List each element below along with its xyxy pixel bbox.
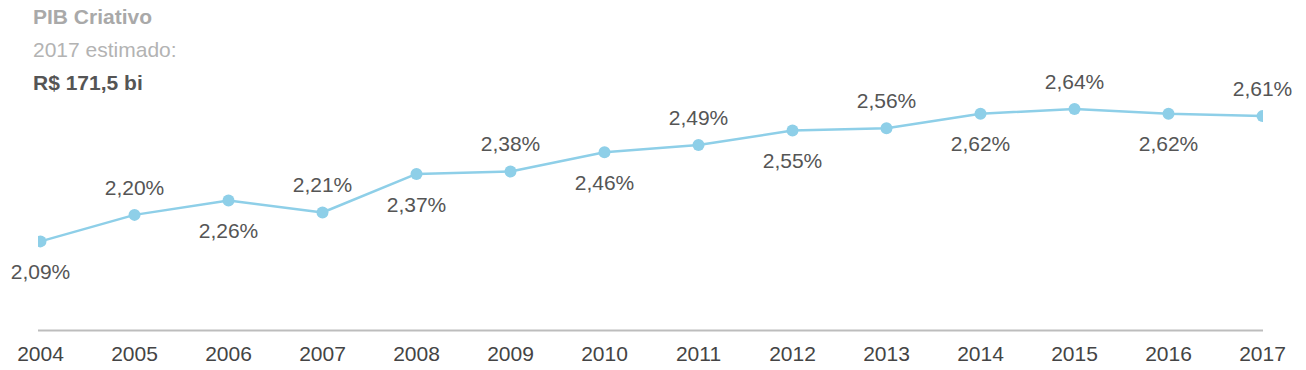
svg-text:2,62%: 2,62% <box>951 132 1011 155</box>
svg-text:2,26%: 2,26% <box>199 219 259 242</box>
svg-text:2,46%: 2,46% <box>575 171 635 194</box>
svg-text:2015: 2015 <box>1051 342 1098 365</box>
svg-text:2006: 2006 <box>205 342 252 365</box>
svg-text:2,09%: 2,09% <box>11 260 71 283</box>
svg-text:2007: 2007 <box>299 342 346 365</box>
html-text:PIB Criativo: PIB Criativo <box>33 5 152 28</box>
svg-text:2,55%: 2,55% <box>763 149 823 172</box>
svg-text:2008: 2008 <box>393 342 440 365</box>
svg-text:2,62%: 2,62% <box>1139 132 1199 155</box>
svg-text:2,21%: 2,21% <box>293 173 353 196</box>
html-text:2017 estimado:: 2017 estimado: <box>33 38 177 61</box>
svg-text:2012: 2012 <box>769 342 816 365</box>
svg-text:2010: 2010 <box>581 342 628 365</box>
html-text:R$ 171,5 bi: R$ 171,5 bi <box>33 71 143 94</box>
svg-text:2,38%: 2,38% <box>481 132 541 155</box>
svg-text:2011: 2011 <box>676 342 721 365</box>
svg-text:2,37%: 2,37% <box>387 193 447 216</box>
svg-text:2,64%: 2,64% <box>1045 70 1105 93</box>
svg-text:2017: 2017 <box>1239 342 1286 365</box>
svg-text:2,56%: 2,56% <box>857 89 917 112</box>
svg-text:2,20%: 2,20% <box>105 176 165 199</box>
svg-text:2014: 2014 <box>957 342 1004 365</box>
svg-text:2016: 2016 <box>1145 342 1192 365</box>
svg-text:2,49%: 2,49% <box>669 106 729 129</box>
svg-text:2,61%: 2,61% <box>1233 77 1293 100</box>
svg-text:2009: 2009 <box>487 342 534 365</box>
svg-text:2004: 2004 <box>17 342 64 365</box>
svg-text:2013: 2013 <box>863 342 910 365</box>
svg-text:2005: 2005 <box>111 342 158 365</box>
